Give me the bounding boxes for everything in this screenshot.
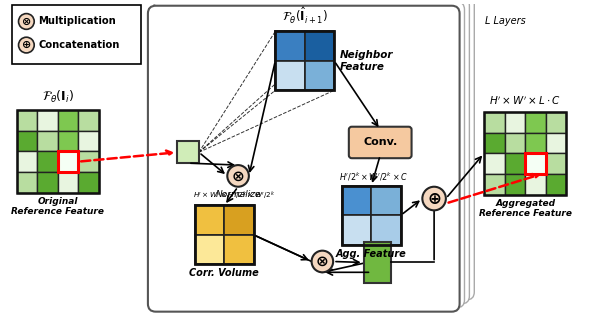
Bar xyxy=(505,153,525,174)
Circle shape xyxy=(18,37,34,53)
Bar xyxy=(58,110,78,131)
Bar xyxy=(78,151,99,172)
Text: Conv.: Conv. xyxy=(363,137,397,148)
Bar xyxy=(37,172,58,193)
Text: Original
Reference Feature: Original Reference Feature xyxy=(11,197,104,216)
Bar xyxy=(195,205,254,264)
Bar xyxy=(505,133,525,153)
Bar xyxy=(546,133,567,153)
Bar xyxy=(525,153,546,174)
Text: ⊕: ⊕ xyxy=(427,190,441,208)
Text: $H^\prime\times W^\prime\times H^\prime/2^k\times W^\prime/2^k$: $H^\prime\times W^\prime\times H^\prime/… xyxy=(193,190,275,203)
Bar xyxy=(546,174,567,195)
Bar xyxy=(37,151,58,172)
Text: $\mathcal{F}_\theta(\mathbf{I}_i)$: $\mathcal{F}_\theta(\mathbf{I}_i)$ xyxy=(41,89,74,105)
Bar xyxy=(16,110,37,131)
Bar xyxy=(305,61,334,90)
Bar xyxy=(195,205,224,235)
FancyBboxPatch shape xyxy=(153,2,465,308)
Bar xyxy=(16,110,99,193)
FancyBboxPatch shape xyxy=(349,127,412,158)
Text: ⊗: ⊗ xyxy=(22,16,31,27)
Bar xyxy=(16,172,37,193)
Bar xyxy=(16,151,37,172)
Text: Aggregated
Reference Feature: Aggregated Reference Feature xyxy=(478,198,572,218)
FancyBboxPatch shape xyxy=(12,5,141,64)
Circle shape xyxy=(311,251,333,272)
Bar xyxy=(58,151,78,172)
Text: $H^\prime/2^k\times W^\prime/2^k\times C$: $H^\prime/2^k\times W^\prime/2^k\times C… xyxy=(339,170,408,183)
FancyBboxPatch shape xyxy=(148,6,460,312)
Bar xyxy=(525,133,546,153)
Circle shape xyxy=(423,187,446,210)
Bar xyxy=(371,186,401,215)
Bar xyxy=(525,174,546,195)
Bar xyxy=(275,31,305,61)
Bar xyxy=(364,242,391,283)
Bar xyxy=(505,174,525,195)
Bar xyxy=(224,205,254,235)
Bar xyxy=(37,110,58,131)
Bar xyxy=(546,153,567,174)
Bar xyxy=(178,142,199,163)
Bar xyxy=(484,153,505,174)
Bar xyxy=(525,112,546,133)
Bar xyxy=(224,235,254,264)
Text: ⊕: ⊕ xyxy=(22,40,31,50)
Text: Normalize: Normalize xyxy=(215,190,261,199)
Bar xyxy=(342,186,401,245)
Bar xyxy=(78,110,99,131)
Text: Neighbor
Feature: Neighbor Feature xyxy=(340,50,393,72)
FancyBboxPatch shape xyxy=(162,0,474,300)
Text: Multiplication: Multiplication xyxy=(38,16,116,27)
Text: ⊗: ⊗ xyxy=(316,254,329,269)
Bar xyxy=(371,215,401,245)
FancyBboxPatch shape xyxy=(157,0,469,304)
Bar xyxy=(78,131,99,151)
Bar xyxy=(275,31,334,90)
Bar xyxy=(342,186,371,215)
Bar xyxy=(58,172,78,193)
Bar xyxy=(275,61,305,90)
Bar xyxy=(16,131,37,151)
Text: $\mathcal{F}_\theta(\hat{\mathbf{I}}_{i+1})$: $\mathcal{F}_\theta(\hat{\mathbf{I}}_{i+… xyxy=(282,6,328,26)
Bar xyxy=(58,131,78,151)
Text: ⊗: ⊗ xyxy=(232,168,244,183)
Text: Concatenation: Concatenation xyxy=(38,40,120,50)
Bar xyxy=(546,112,567,133)
Bar xyxy=(525,153,546,174)
Bar xyxy=(505,112,525,133)
Bar xyxy=(342,215,371,245)
Text: Agg. Feature: Agg. Feature xyxy=(336,249,407,259)
Text: Corr. Volume: Corr. Volume xyxy=(190,268,259,278)
Bar xyxy=(484,174,505,195)
Bar xyxy=(484,112,505,133)
Bar xyxy=(58,151,78,172)
Text: L Layers: L Layers xyxy=(485,16,526,27)
Bar xyxy=(37,131,58,151)
Bar xyxy=(484,133,505,153)
Bar xyxy=(484,112,567,195)
Circle shape xyxy=(18,14,34,29)
Bar xyxy=(305,31,334,61)
Bar xyxy=(78,172,99,193)
Bar xyxy=(195,235,224,264)
Circle shape xyxy=(227,165,249,187)
Text: $H^\prime \times W^\prime \times L \cdot C$: $H^\prime \times W^\prime \times L \cdot… xyxy=(489,95,561,107)
